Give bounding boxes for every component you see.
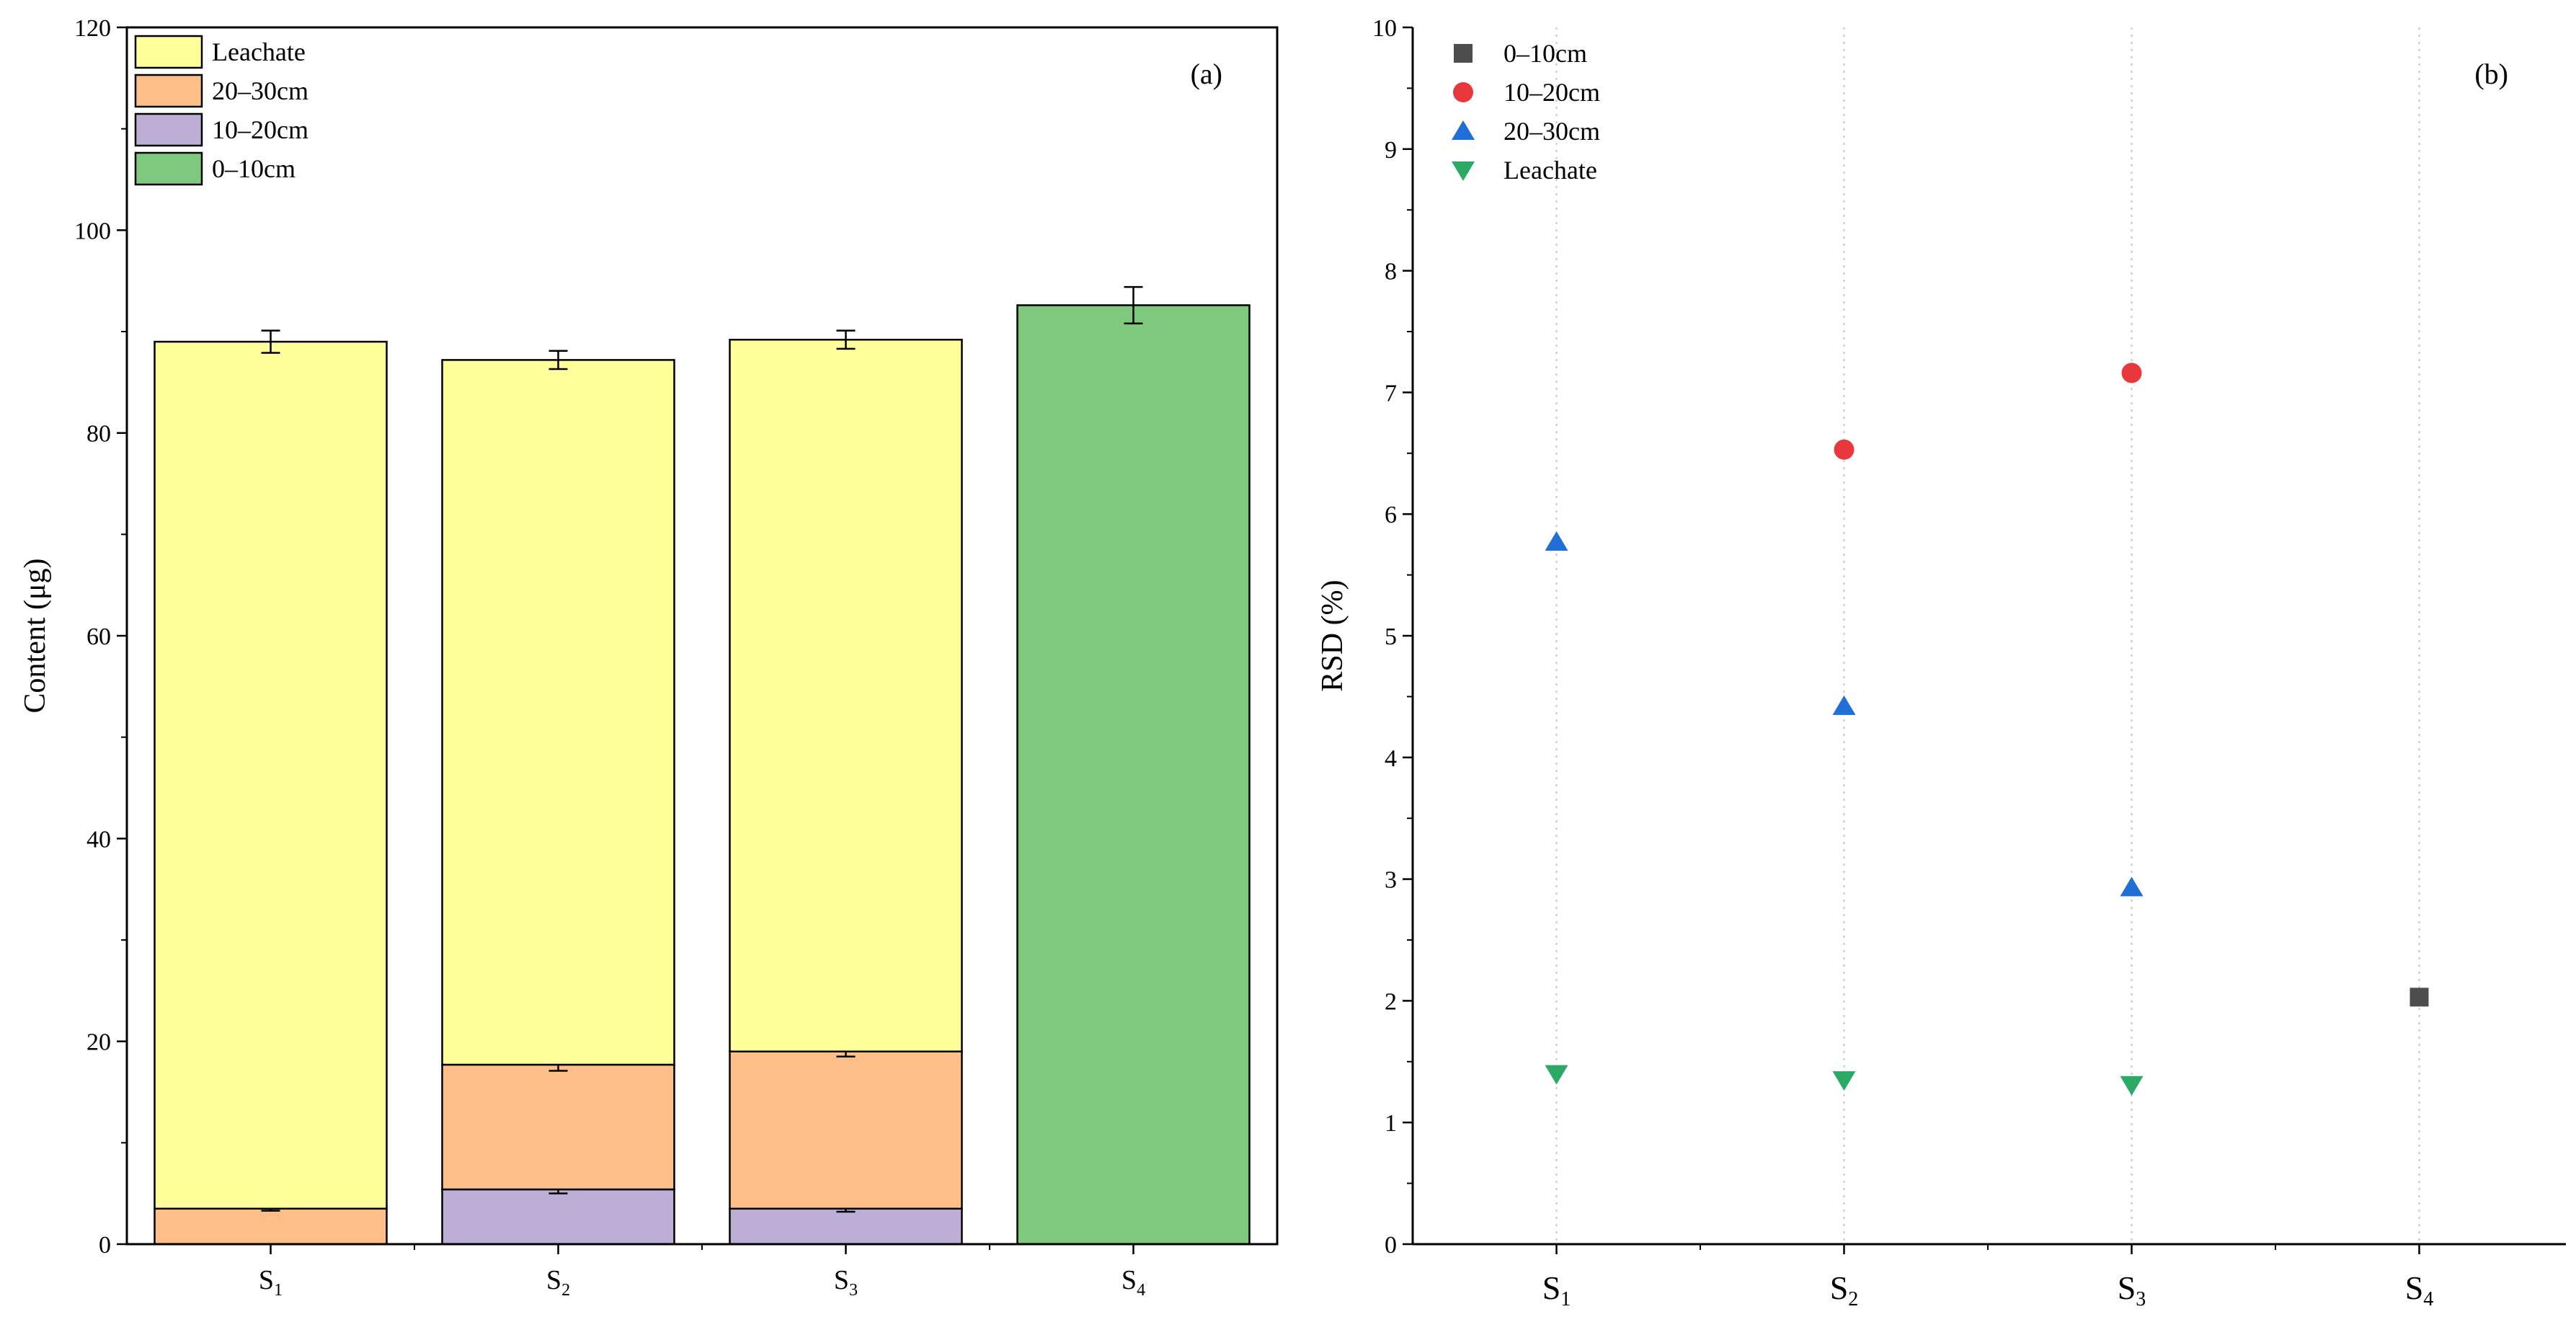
x-tick-label-s3: S3 — [2118, 1269, 2146, 1310]
legend-label-20-30cm: 20–30cm — [1504, 117, 1600, 146]
x-tick-label-s4: S4 — [2405, 1269, 2434, 1310]
bar-leachate-s3 — [729, 339, 963, 1052]
y-tick-label-5: 5 — [1385, 624, 1397, 650]
y-tick-label-6: 6 — [1385, 502, 1397, 528]
y-tick-label-20: 20 — [86, 1029, 111, 1056]
bar-leachate-s1 — [154, 340, 388, 1210]
x-tick-label-s2: S2 — [546, 1265, 570, 1300]
x-tick-label-s1: S1 — [1542, 1269, 1571, 1310]
y-tick-label-0: 0 — [99, 1232, 111, 1259]
bar-0-10cm-s4 — [1016, 304, 1251, 1246]
panel-b-rsd-scatter-chart: 0 1 2 3 4 5 6 7 8 9 10 S1 S2 S3 S4 RSD (%) (b) 0–10cm 10–2… — [1316, 15, 2566, 1310]
point-leachate-s1 — [1545, 1065, 1568, 1085]
bar-10-20cm-s2 — [441, 1188, 675, 1246]
legend-swatch-10-20cm — [134, 112, 203, 147]
panel-a-stacked-bar-chart: S1 S2 S3 S4 0 20 40 60 80 100 120 Content (μg) (a) Le… — [19, 15, 1279, 1300]
x-tick-label-s4: S4 — [1122, 1265, 1145, 1300]
y-tick-label-8: 8 — [1385, 259, 1397, 285]
legend-marker-0-10cm — [1454, 44, 1473, 63]
legend-label-20-30cm: 20–30cm — [212, 76, 308, 105]
point-20-30cm-s2 — [1832, 695, 1856, 715]
point-leachate-s2 — [1832, 1071, 1856, 1091]
x-tick-label-s2: S2 — [1830, 1269, 1859, 1310]
y-axis-title: Content (μg) — [19, 559, 52, 714]
legend-label-10-20cm: 10–20cm — [212, 115, 308, 144]
y-tick-label-100: 100 — [74, 218, 111, 244]
legend-swatch-0-10cm — [134, 151, 203, 186]
x-tick-label-s1: S1 — [259, 1265, 283, 1300]
panel-tag-b: (b) — [2474, 58, 2508, 90]
y-tick-label-40: 40 — [86, 826, 111, 853]
legend-label-10-20cm: 10–20cm — [1504, 78, 1600, 107]
legend-swatch-leachate — [134, 35, 203, 69]
bar-20-30cm-s1 — [154, 1207, 388, 1246]
y-tick-label-4: 4 — [1385, 745, 1397, 772]
bar-leachate-s2 — [441, 359, 675, 1066]
legend-label-leachate: Leachate — [1504, 156, 1597, 185]
legend-label-leachate: Leachate — [212, 37, 306, 66]
point-10-20cm-s3 — [2121, 363, 2142, 383]
point-20-30cm-s3 — [2120, 877, 2144, 897]
y-axis-title: RSD (%) — [1316, 580, 1349, 691]
legend-label-0-10cm: 0–10cm — [212, 154, 296, 183]
point-0-10cm-s4 — [2410, 988, 2429, 1007]
bar-20-30cm-s2 — [441, 1063, 675, 1191]
y-tick-label-10: 10 — [1372, 15, 1397, 42]
legend-marker-20-30cm — [1452, 120, 1475, 140]
y-tick-label-2: 2 — [1385, 988, 1397, 1015]
legend-marker-10-20cm — [1453, 82, 1473, 102]
point-20-30cm-s1 — [1545, 531, 1568, 551]
bar-10-20cm-s3 — [729, 1207, 963, 1246]
bar-20-30cm-s3 — [729, 1050, 963, 1210]
y-tick-label-1: 1 — [1385, 1110, 1397, 1137]
y-tick-label-7: 7 — [1385, 380, 1397, 407]
y-tick-label-80: 80 — [86, 421, 111, 448]
y-tick-label-9: 9 — [1385, 137, 1397, 164]
legend-marker-leachate — [1452, 161, 1475, 181]
legend-swatch-20-30cm — [134, 74, 203, 108]
y-tick-label-3: 3 — [1385, 867, 1397, 894]
y-tick-label-0: 0 — [1385, 1232, 1397, 1259]
legend-label-0-10cm: 0–10cm — [1504, 39, 1587, 68]
panel-tag-a: (a) — [1191, 58, 1222, 90]
y-tick-label-60: 60 — [86, 624, 111, 650]
x-tick-label-s3: S3 — [834, 1265, 858, 1300]
point-leachate-s3 — [2120, 1075, 2144, 1096]
point-10-20cm-s2 — [1834, 439, 1855, 460]
y-tick-label-120: 120 — [74, 15, 111, 42]
